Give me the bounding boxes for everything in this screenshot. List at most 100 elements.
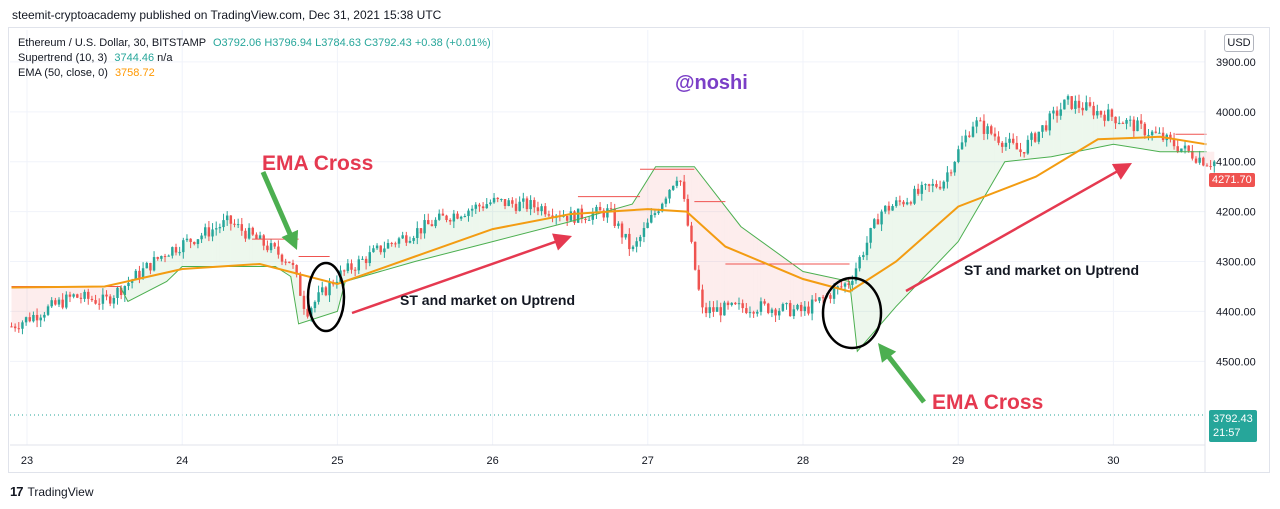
candle-body [321,287,324,293]
supertrend-band [435,216,440,257]
candle-body [441,213,445,216]
candle-body [405,235,408,243]
candle-body [880,211,883,225]
candle-body [953,161,956,173]
candle-body [624,233,627,238]
candle-body [1169,134,1172,139]
candle-body [960,142,964,150]
supertrend-band [1155,132,1160,152]
candle-body [547,214,551,216]
candle-body [240,224,244,231]
candle-body [236,224,240,226]
ohlc-high: H3796.94 [264,37,313,49]
candle-body [1128,119,1132,121]
supertrend-band [651,167,655,219]
candle-body [1011,138,1015,143]
candle-body [752,312,755,314]
candle-body [416,228,419,238]
candle-body [832,288,836,299]
candle-body [375,245,379,249]
candle-body [478,204,481,207]
candle-body [196,239,200,245]
candle-body [617,223,620,226]
candle-body [887,205,891,211]
supertrend-band [702,177,707,311]
candle-body [90,298,94,301]
symbol-label: Ethereum / U.S. Dollar, 30, BITSTAMP [18,37,206,49]
candle-body [1107,109,1110,121]
supertrend-band [1071,102,1076,153]
supertrend-band [903,202,908,299]
supertrend-band [1206,151,1211,167]
candle-body [675,180,679,186]
candle-body [423,220,426,234]
supertrend-band [494,198,498,242]
time-tick-label: 26 [486,455,498,467]
candle-body [814,299,818,301]
supertrend-band [749,233,754,313]
candle-body [979,120,982,122]
supertrend-band [994,135,999,179]
time-tick-label: 29 [952,455,964,467]
candle-body [1209,166,1212,168]
candle-body [693,241,697,270]
currency-button[interactable]: USD [1224,34,1254,52]
candle-body [251,227,254,235]
candle-body [1048,113,1051,131]
supertrend-band [234,224,239,267]
supertrend-band [918,189,922,284]
candle-body [229,215,233,224]
supertrend-band [336,276,341,312]
candle-body [1125,119,1128,124]
candle-body [898,200,902,202]
supertrend-band [797,267,802,309]
candle-body [317,292,320,302]
candle-body [507,200,510,206]
supertrend-band [940,185,944,261]
candle-body [467,210,470,216]
candle-body [1147,135,1150,137]
supertrend-band [194,241,198,267]
ema-line [11,135,1207,293]
supertrend-band [230,219,235,267]
time-tick-label: 24 [176,455,188,467]
candle-body [1030,133,1033,140]
candle-body [1202,157,1205,166]
candle-body [448,220,452,222]
candle-body [891,206,894,211]
candle-body [990,126,993,134]
supertrend-band [1093,110,1098,149]
supertrend-band [925,184,930,276]
candle-body [408,240,412,243]
supertrend-band [559,216,564,225]
supertrend-band [632,197,637,248]
uptrend-label-1: ST and market on Uptrend [400,292,576,308]
supertrend-band [782,256,787,308]
supertrend-band [1163,136,1167,152]
supertrend-band [391,243,396,269]
candle-body [796,304,799,310]
candle-body [704,307,708,314]
candle-body [313,301,317,309]
supertrend-band [885,208,889,320]
candle-body [1158,132,1161,134]
last-price-tag: 3792.43 21:57 [1209,410,1257,442]
supertrend-band [962,138,966,236]
price-tick-label: 4500.00 [1216,356,1256,368]
supertrend-band [37,286,41,319]
candle-body [401,235,404,239]
candle-body [390,242,393,244]
supertrend-band [399,236,403,267]
candle-body [141,268,145,279]
supertrend-band [728,210,732,304]
candle-body [1139,120,1143,124]
footer[interactable]: 17 TradingView [10,484,94,499]
candle-body [851,280,854,285]
candle-body [894,200,898,207]
candle-body [1077,100,1081,108]
candle-body [679,180,682,182]
candle-body [821,297,825,299]
chart-frame[interactable] [8,27,1270,473]
supertrend-band [859,256,864,349]
